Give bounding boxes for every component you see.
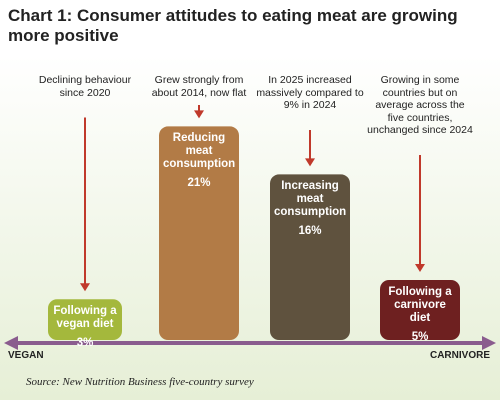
value-label: 3% [76,337,94,350]
category-label: Increasing meat consumption [274,180,347,219]
value-label: 5% [411,331,429,343]
category-label: Following a vegan diet [53,305,117,331]
axis-label-right: CARNIVORE [429,350,490,361]
bar [270,174,350,340]
bar-label: Increasing meat consumption 16% [274,180,346,238]
value-label: 21% [187,177,211,190]
annotation: In 2025 increased massively compared to … [256,74,364,111]
bar [48,299,122,340]
annotation: Growing in some countries but on average… [367,74,473,136]
annotation-arrowhead [305,158,315,167]
annotation: Grew strongly from about 2014, now flat [151,74,247,99]
annotation-arrowhead [80,283,90,292]
category-label: Reducing meat consumption [163,132,236,171]
axis-label-left: VEGAN [8,350,44,361]
bar [159,126,239,341]
category-label: Following a carnivore diet [388,286,452,324]
bar-label: Reducing meat consumption 21% [163,132,235,190]
axis-arrow [4,336,18,350]
annotation-arrowhead [415,264,425,272]
annotation: Declining behaviour since 2020 [38,74,132,99]
bar [380,280,460,340]
annotation-arrowhead [194,110,204,119]
bar-label: Following a vegan diet 3% [52,305,118,350]
chart-title: Chart 1: Consumer attitudes to eating me… [8,6,458,45]
value-label: 16% [298,225,322,238]
axis-arrow [482,336,496,350]
bar-label: Following a carnivore diet 5% [384,286,456,344]
source: Source: New Nutrition Business five-coun… [26,376,254,388]
